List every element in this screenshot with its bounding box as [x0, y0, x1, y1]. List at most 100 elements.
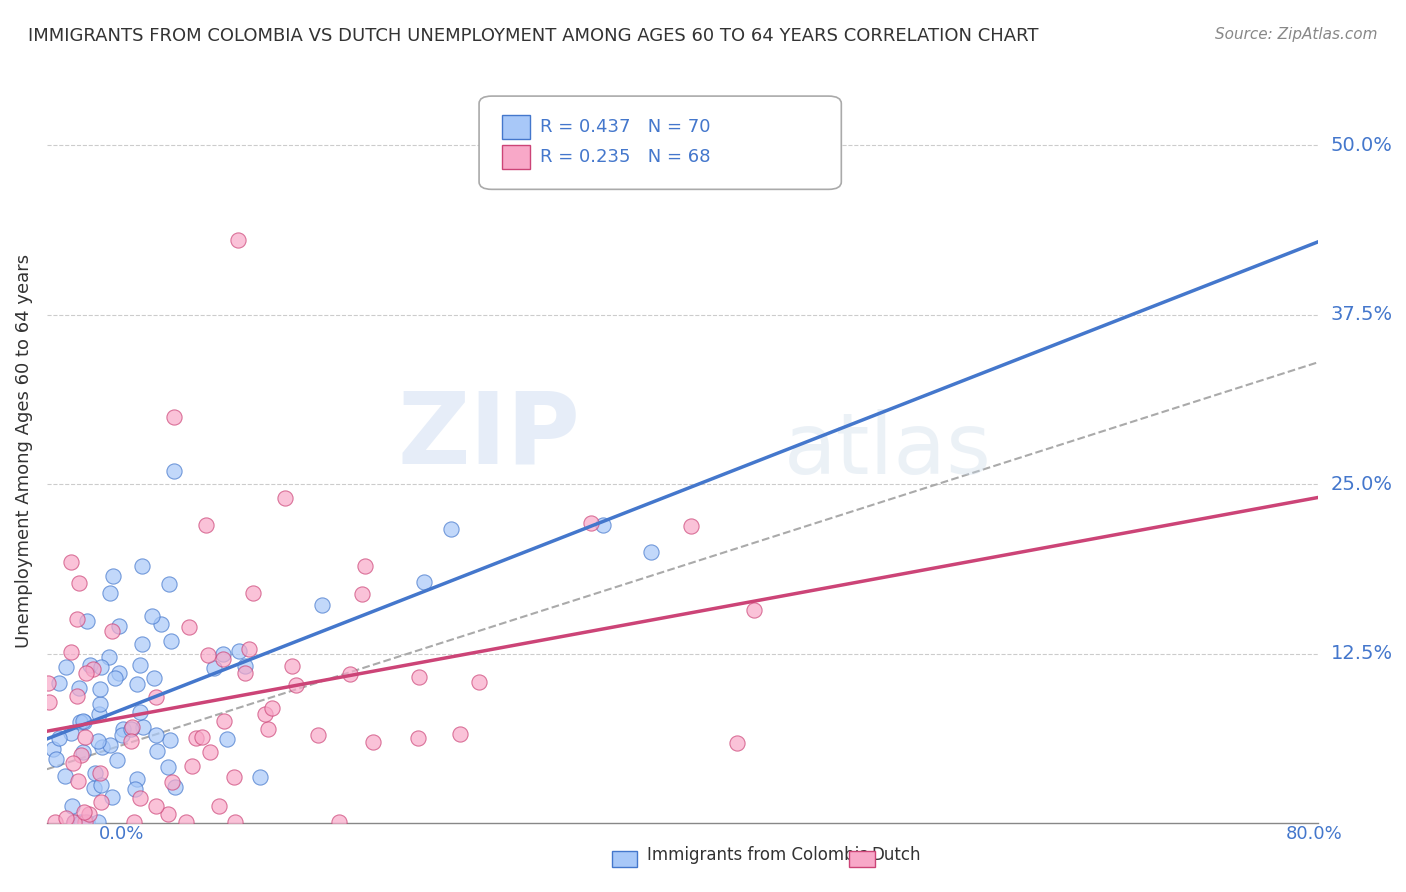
Point: [120, 734, 142, 748]
Point: [73, 815, 96, 830]
Point: [90, 739, 112, 754]
Point: [202, 661, 225, 675]
Point: [98, 738, 121, 752]
Point: [66, 774, 89, 789]
Point: [212, 647, 235, 661]
Point: [108, 666, 131, 681]
Text: IMMIGRANTS FROM COLOMBIA VS DUTCH UNEMPLOYMENT AMONG AGES 60 TO 64 YEARS CORRELA: IMMIGRANTS FROM COLOMBIA VS DUTCH UNEMPL…: [28, 27, 1039, 45]
Point: [212, 652, 235, 666]
Point: [146, 743, 169, 757]
Point: [87, 815, 110, 830]
Point: [100, 624, 122, 639]
FancyBboxPatch shape: [502, 145, 530, 169]
Point: [191, 730, 214, 744]
Point: [163, 780, 186, 795]
Point: [212, 714, 235, 729]
Point: [224, 770, 246, 784]
Point: [98, 649, 121, 664]
Point: [69, 748, 91, 763]
Point: [73, 730, 96, 744]
Point: [181, 758, 204, 772]
Point: [69, 715, 91, 730]
Point: [127, 676, 149, 690]
Point: [100, 586, 122, 600]
Point: [79, 657, 101, 672]
Text: Immigrants from Colombia: Immigrants from Colombia: [647, 846, 869, 863]
Point: [141, 609, 163, 624]
Point: [242, 586, 264, 600]
Point: [67, 576, 90, 591]
Point: [149, 617, 172, 632]
Point: [122, 815, 145, 830]
Point: [84, 766, 107, 780]
Point: [174, 815, 197, 830]
Point: [55, 811, 77, 825]
Point: [142, 671, 165, 685]
Point: [194, 518, 217, 533]
Text: ZIP: ZIP: [398, 387, 581, 484]
Text: atlas: atlas: [785, 409, 993, 492]
Point: [60, 798, 83, 813]
Point: [157, 760, 180, 774]
Point: [111, 729, 134, 743]
Point: [73, 714, 96, 729]
FancyBboxPatch shape: [479, 96, 841, 189]
Point: [253, 706, 276, 721]
Point: [353, 558, 375, 573]
Point: [59, 645, 82, 659]
Point: [224, 815, 246, 830]
Point: [238, 641, 260, 656]
Point: [105, 753, 128, 767]
Point: [82, 662, 104, 676]
Point: [60, 725, 83, 739]
Point: [131, 637, 153, 651]
Point: [100, 789, 122, 804]
Point: [131, 558, 153, 573]
Point: [63, 815, 86, 830]
Point: [257, 723, 280, 737]
Text: 25.0%: 25.0%: [1330, 475, 1393, 494]
Point: [281, 659, 304, 673]
Point: [235, 658, 257, 673]
Point: [311, 598, 333, 612]
Point: [79, 807, 101, 822]
Point: [75, 665, 97, 680]
Text: 12.5%: 12.5%: [1330, 644, 1393, 664]
Point: [66, 612, 89, 626]
Point: [197, 648, 219, 662]
Point: [408, 670, 430, 684]
Point: [83, 780, 105, 795]
Point: [468, 674, 491, 689]
Point: [679, 519, 702, 533]
Text: Dutch: Dutch: [872, 846, 921, 863]
Point: [406, 731, 429, 745]
Point: [48, 676, 70, 690]
Point: [89, 697, 111, 711]
Point: [177, 620, 200, 634]
Point: [112, 723, 135, 737]
Point: [200, 745, 222, 759]
Point: [160, 775, 183, 789]
Point: [72, 714, 94, 728]
Point: [145, 728, 167, 742]
Point: [44, 815, 66, 830]
Point: [63, 815, 86, 830]
Point: [55, 660, 77, 674]
Point: [145, 799, 167, 814]
Point: [104, 671, 127, 685]
Point: [66, 689, 89, 703]
Text: 37.5%: 37.5%: [1330, 305, 1393, 325]
Point: [217, 732, 239, 747]
Point: [249, 770, 271, 784]
Point: [328, 815, 350, 830]
Point: [157, 577, 180, 591]
Point: [90, 660, 112, 674]
FancyBboxPatch shape: [502, 115, 530, 139]
Point: [208, 798, 231, 813]
Text: 80.0%: 80.0%: [1286, 825, 1343, 843]
Text: 0.0%: 0.0%: [98, 825, 143, 843]
Point: [129, 705, 152, 719]
Point: [742, 603, 765, 617]
Point: [53, 769, 76, 783]
Point: [42, 742, 65, 756]
